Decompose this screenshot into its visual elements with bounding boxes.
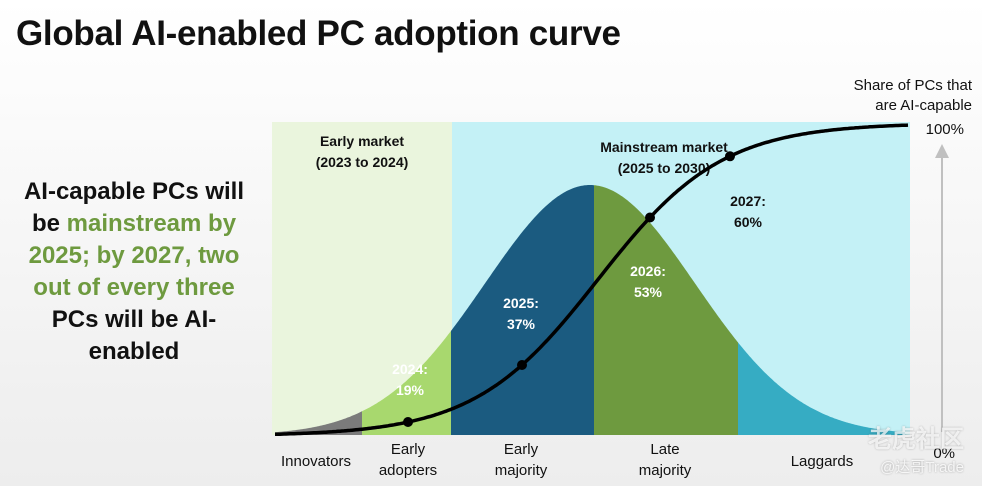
label-late-majority-2: majority — [639, 462, 692, 479]
point-2027-year: 2027: — [730, 193, 766, 209]
mainstream-market-years: (2025 to 2030) — [618, 160, 711, 176]
bell-curve — [275, 185, 905, 435]
label-innovators: Innovators — [281, 453, 351, 470]
point-2024-value: 19% — [396, 382, 425, 398]
segment-early-adopters — [362, 330, 451, 435]
headline-part-3: PCs will be AI-enabled — [51, 306, 217, 365]
y-axis-label-2: are AI-capable — [875, 97, 972, 114]
y-axis-label-1: Share of PCs that — [854, 77, 973, 94]
label-early-adopters-1: Early — [391, 441, 426, 458]
point-2027-value: 60% — [734, 214, 763, 230]
page-title: Global AI-enabled PC adoption curve — [16, 14, 621, 53]
adoption-s-curve — [275, 123, 909, 437]
segment-late-majority — [594, 185, 738, 435]
point-2026-marker — [645, 212, 655, 223]
headline-part-2: mainstream by 2025; by 2027, two out of … — [28, 210, 240, 301]
point-2025-value: 37% — [507, 316, 536, 332]
point-2027-marker — [725, 151, 735, 162]
watermark-logo-text: 老虎社区 — [868, 426, 964, 453]
label-early-adopters-2: adopters — [379, 462, 437, 479]
segment-laggards — [738, 342, 905, 435]
segment-early-majority — [451, 185, 594, 435]
early-market-label: Early market — [320, 133, 404, 149]
label-laggards: Laggards — [791, 453, 854, 470]
early-market-years: (2023 to 2024) — [316, 154, 409, 170]
point-2026-year: 2026: — [630, 263, 666, 279]
y-axis-max-label: 100% — [926, 121, 964, 138]
headline-part-1: AI-capable PCs will be — [23, 178, 245, 237]
mainstream-market-label: Mainstream market — [600, 139, 728, 155]
label-early-majority-2: majority — [495, 462, 548, 479]
headline-statement: AI-capable PCs will be mainstream by 202… — [8, 176, 260, 368]
segment-innovators — [275, 411, 362, 435]
point-2026-value: 53% — [634, 284, 663, 300]
label-early-majority-1: Early — [504, 441, 539, 458]
point-2024-year: 2024: — [392, 361, 428, 377]
y-axis-min-label: 0% — [933, 445, 955, 462]
label-late-majority-1: Late — [650, 441, 679, 458]
point-2024-marker — [403, 417, 413, 427]
watermark-handle: @达哥Trade — [880, 459, 964, 476]
y-axis-arrow-head — [935, 144, 949, 158]
point-2025-year: 2025: — [503, 295, 539, 311]
point-2025-marker — [517, 360, 527, 370]
